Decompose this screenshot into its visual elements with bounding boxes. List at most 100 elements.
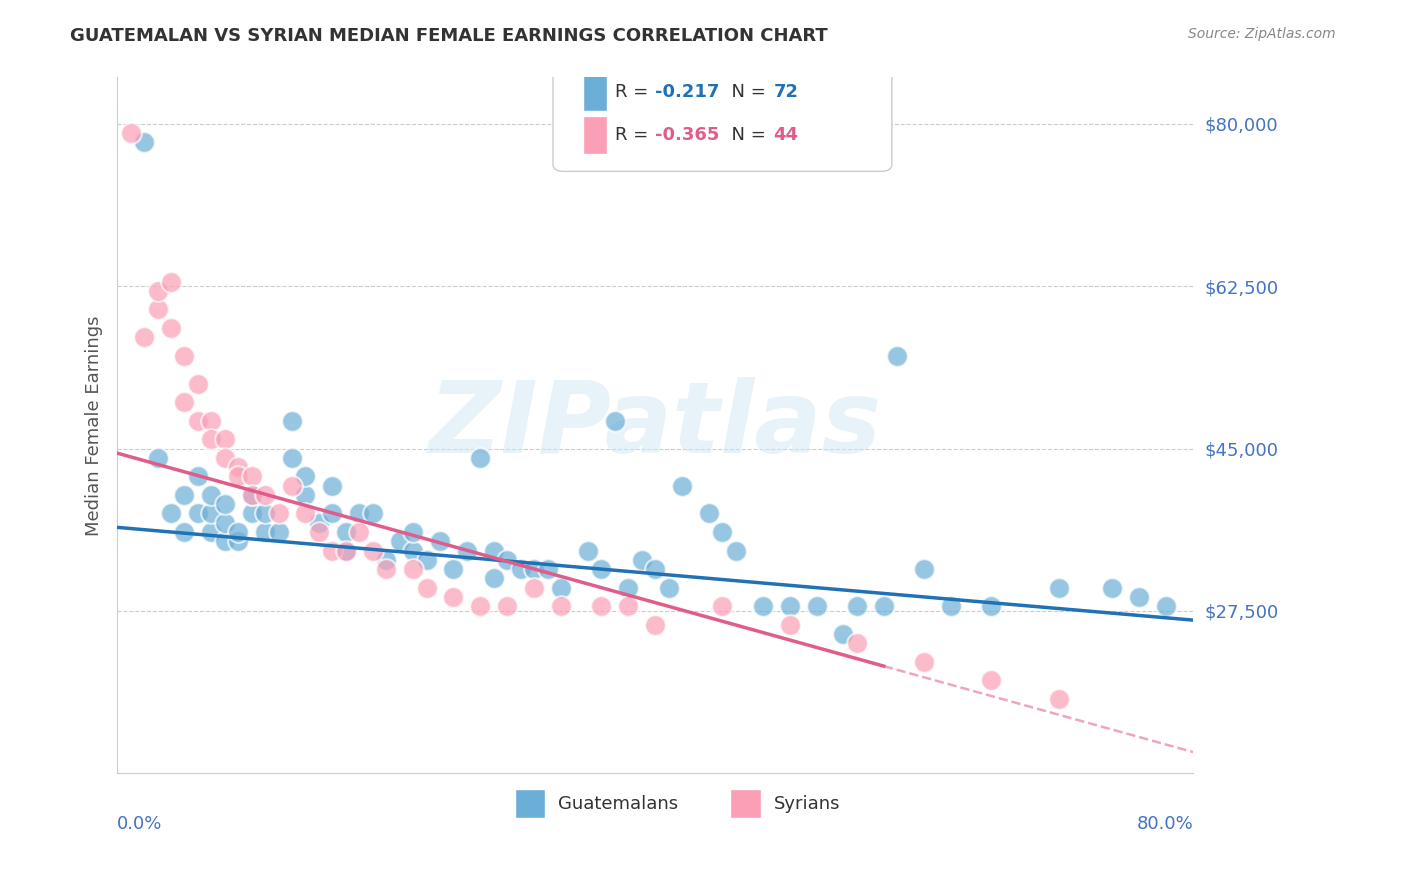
Text: ZIPatlas: ZIPatlas [429,376,882,474]
Y-axis label: Median Female Earnings: Median Female Earnings [86,315,103,535]
Point [187,469,209,483]
Text: N =: N = [720,83,772,101]
Point [281,414,304,428]
Point [200,524,222,539]
Point [214,432,236,446]
Text: R =: R = [616,126,654,144]
Point [671,478,693,492]
Point [980,599,1002,614]
Point [254,488,277,502]
Point [240,488,263,502]
Point [752,599,775,614]
Text: 44: 44 [773,126,799,144]
Point [146,284,169,298]
Point [1128,590,1150,604]
Bar [583,116,607,154]
Point [845,636,868,650]
Point [523,581,546,595]
Point [240,488,263,502]
Point [603,414,626,428]
Bar [583,72,607,111]
Point [779,599,801,614]
Point [240,469,263,483]
Point [591,599,613,614]
Point [470,599,492,614]
Point [845,599,868,614]
Point [361,543,384,558]
Point [173,488,195,502]
Bar [731,789,761,819]
Point [429,534,451,549]
Point [294,507,316,521]
Point [550,581,572,595]
Point [697,507,720,521]
Text: GUATEMALAN VS SYRIAN MEDIAN FEMALE EARNINGS CORRELATION CHART: GUATEMALAN VS SYRIAN MEDIAN FEMALE EARNI… [70,27,828,45]
Text: Syrians: Syrians [773,795,839,813]
Point [349,507,371,521]
Point [294,469,316,483]
Point [912,562,935,576]
Point [496,599,519,614]
Point [308,524,330,539]
Point [1047,692,1070,706]
Point [254,507,277,521]
Point [173,524,195,539]
Point [173,395,195,409]
Text: 0.0%: 0.0% [117,815,163,833]
Point [214,516,236,530]
Point [886,349,908,363]
Point [832,627,855,641]
Point [321,507,343,521]
Point [200,432,222,446]
Point [523,562,546,576]
Point [456,543,478,558]
Point [200,488,222,502]
Point [132,136,155,150]
Point [267,507,290,521]
Point [294,488,316,502]
Text: -0.217: -0.217 [655,83,720,101]
Point [388,534,411,549]
Text: R =: R = [616,83,654,101]
Point [509,562,531,576]
Point [240,507,263,521]
Point [335,543,357,558]
Point [173,349,195,363]
Point [375,553,398,567]
Point [711,524,734,539]
Point [724,543,747,558]
Point [644,562,666,576]
FancyBboxPatch shape [553,70,891,171]
Point [550,599,572,614]
Point [496,553,519,567]
Point [402,562,425,576]
Point [281,478,304,492]
Point [441,590,464,604]
Point [226,534,249,549]
Point [226,460,249,475]
Point [415,581,437,595]
Point [200,414,222,428]
Point [146,302,169,317]
Point [187,376,209,391]
Point [267,524,290,539]
Point [591,562,613,576]
Point [658,581,681,595]
Point [160,321,183,335]
Point [335,524,357,539]
Point [441,562,464,576]
Point [482,543,505,558]
Point [160,507,183,521]
Text: 80.0%: 80.0% [1136,815,1194,833]
Text: N =: N = [720,126,772,144]
Point [912,655,935,669]
Point [308,516,330,530]
Point [482,571,505,585]
Point [630,553,652,567]
Point [321,478,343,492]
Point [402,543,425,558]
Point [779,617,801,632]
Point [321,543,343,558]
Point [214,450,236,465]
Point [576,543,599,558]
